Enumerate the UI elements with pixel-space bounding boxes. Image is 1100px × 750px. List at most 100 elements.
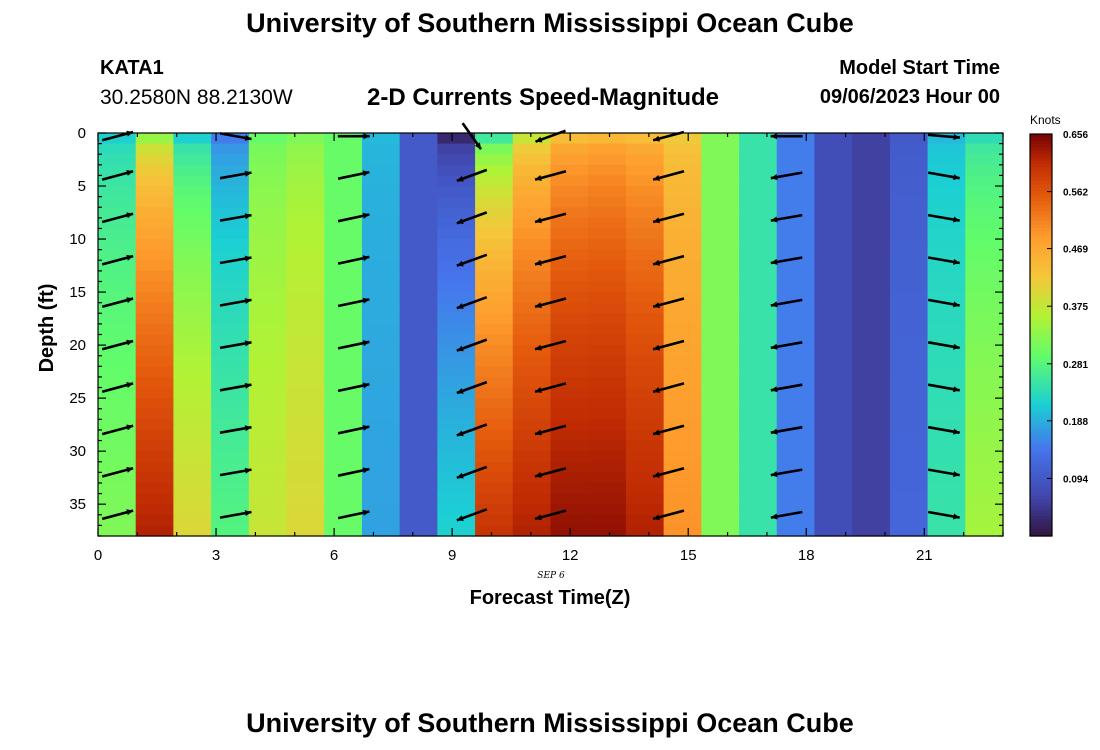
heatmap-cell — [512, 323, 552, 336]
heatmap-cell — [475, 514, 514, 526]
heatmap-cell — [98, 281, 137, 293]
heatmap-cell — [437, 398, 476, 410]
heatmap-cell — [739, 175, 778, 187]
heatmap-cell — [437, 207, 476, 219]
vector-arrowhead — [653, 175, 660, 181]
heatmap-cell — [776, 398, 816, 410]
heatmap-cell — [776, 154, 816, 166]
heatmap-cell — [701, 249, 740, 261]
heatmap-cell — [475, 440, 514, 452]
vector-arrowhead — [953, 343, 960, 350]
colorbar-segment — [1030, 499, 1052, 504]
heatmap-cell — [361, 334, 401, 346]
heatmap-cell — [739, 207, 778, 219]
heatmap-cell — [324, 217, 363, 230]
heatmap-cell — [211, 398, 250, 410]
heatmap-cell — [173, 482, 212, 495]
heatmap-cell — [286, 133, 325, 145]
vector-arrowhead — [456, 303, 464, 309]
heatmap-cell — [814, 419, 853, 431]
heatmap-cell — [852, 217, 891, 230]
heatmap-cell — [324, 504, 363, 516]
colorbar-segment — [1030, 247, 1052, 252]
heatmap-cell — [135, 504, 175, 516]
heatmap-cell — [324, 419, 363, 431]
heatmap-cell — [550, 270, 589, 283]
heatmap-cell — [927, 281, 966, 293]
heatmap-cell — [98, 164, 137, 177]
heatmap-cell — [286, 302, 325, 314]
heatmap-cell — [889, 186, 929, 198]
heatmap-cell — [965, 514, 1004, 526]
heatmap-cell — [965, 164, 1004, 177]
heatmap-cell — [739, 525, 778, 537]
heatmap-cell — [512, 376, 552, 389]
colorbar-segment — [1030, 134, 1052, 138]
heatmap-cell — [512, 493, 552, 505]
heatmap-cell — [776, 143, 816, 155]
heatmap-cell — [550, 440, 589, 452]
heatmap-cell — [248, 355, 288, 367]
vector-arrowhead — [362, 509, 370, 516]
heatmap-cell — [588, 482, 627, 495]
heatmap-cell — [399, 270, 438, 283]
heatmap-cell — [550, 504, 589, 516]
colorbar-segment — [1030, 251, 1052, 256]
heatmap-cell — [588, 323, 627, 336]
heatmap-cell — [173, 398, 212, 410]
heatmap-cell — [927, 196, 966, 208]
heatmap-cell — [927, 302, 966, 314]
heatmap-cell — [814, 143, 853, 155]
heatmap-cell — [286, 334, 325, 346]
heatmap-cell — [98, 217, 137, 230]
heatmap-cell — [286, 451, 325, 463]
heatmap-cell — [437, 514, 476, 526]
heatmap-cell — [437, 504, 476, 516]
vector-arrowhead — [456, 260, 464, 267]
vector-arrowhead — [535, 175, 542, 181]
heatmap-cell — [437, 281, 476, 293]
heatmap-cell — [852, 281, 891, 293]
heatmap-cell — [98, 366, 137, 378]
vector-arrowhead — [653, 429, 660, 436]
vector-arrowhead — [535, 259, 542, 266]
colorbar-segment — [1030, 402, 1052, 406]
colorbar-segment — [1030, 391, 1052, 396]
heatmap-cell — [475, 292, 514, 304]
heatmap-cell — [399, 228, 438, 240]
heatmap-cell — [776, 207, 816, 219]
heatmap-cell — [776, 504, 816, 516]
heatmap-cell — [776, 239, 816, 251]
heatmap-cell — [324, 451, 363, 463]
heatmap-cell — [248, 323, 288, 336]
heatmap-cell — [814, 302, 853, 314]
heatmap-cell — [211, 355, 250, 367]
colorbar-segment — [1030, 381, 1052, 386]
heatmap-cell — [361, 355, 401, 367]
heatmap-cell — [776, 164, 816, 177]
colorbar-segment — [1030, 472, 1052, 477]
heatmap-cell — [324, 302, 363, 314]
heatmap-cell — [324, 249, 363, 261]
heatmap-cell — [135, 398, 175, 410]
y-axis-label: Depth (ft) — [36, 284, 58, 373]
heatmap-cell — [98, 440, 137, 452]
heatmap-cell — [852, 164, 891, 177]
vector-arrowhead — [244, 134, 252, 141]
heatmap-cell — [324, 313, 363, 325]
heatmap-cell — [852, 239, 891, 251]
heatmap-cell — [588, 514, 627, 526]
heatmap-cell — [889, 451, 929, 463]
heatmap-cell — [889, 493, 929, 505]
heatmap-cell — [475, 525, 514, 537]
heatmap-cell — [512, 228, 552, 240]
heatmap-cell — [965, 334, 1004, 346]
colorbar-segment — [1030, 395, 1052, 400]
heatmap-cell — [701, 313, 740, 325]
heatmap-cell — [889, 260, 929, 272]
heatmap-cell — [701, 525, 740, 537]
heatmap-cell — [739, 514, 778, 526]
heatmap-cell — [965, 260, 1004, 272]
heatmap-cell — [663, 260, 702, 272]
colorbar-segment — [1030, 261, 1052, 266]
